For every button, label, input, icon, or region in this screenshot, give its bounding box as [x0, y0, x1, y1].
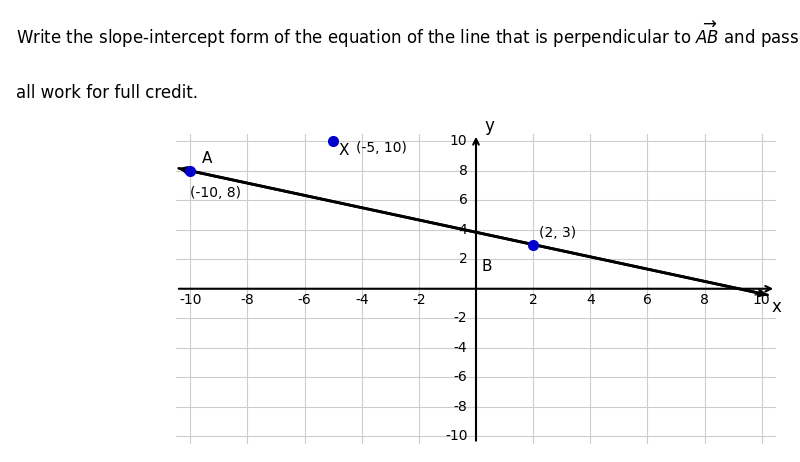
- Text: 4: 4: [586, 293, 594, 307]
- Text: -10: -10: [179, 293, 202, 307]
- Text: 6: 6: [643, 293, 652, 307]
- Text: (-5, 10): (-5, 10): [356, 141, 407, 155]
- Text: all work for full credit.: all work for full credit.: [16, 84, 198, 102]
- Text: -2: -2: [454, 311, 467, 325]
- Text: A: A: [202, 152, 212, 166]
- Text: -4: -4: [454, 340, 467, 355]
- Text: 8: 8: [458, 164, 467, 178]
- Text: 4: 4: [458, 223, 467, 237]
- Text: (2, 3): (2, 3): [539, 226, 576, 240]
- Text: -8: -8: [241, 293, 254, 307]
- Text: 2: 2: [529, 293, 538, 307]
- Text: x: x: [771, 298, 781, 316]
- Text: 8: 8: [700, 293, 709, 307]
- Text: Write the slope-intercept form of the equation of the line that is perpendicular: Write the slope-intercept form of the eq…: [16, 19, 800, 50]
- Text: y: y: [485, 117, 494, 135]
- Text: B: B: [482, 259, 492, 274]
- Text: (-10, 8): (-10, 8): [190, 186, 242, 200]
- Text: -6: -6: [298, 293, 311, 307]
- Text: 10: 10: [753, 293, 770, 307]
- Text: -4: -4: [355, 293, 369, 307]
- Text: -8: -8: [454, 400, 467, 413]
- Text: X: X: [339, 143, 350, 158]
- Text: 2: 2: [458, 252, 467, 266]
- Text: 10: 10: [450, 134, 467, 148]
- Text: 6: 6: [458, 193, 467, 207]
- Text: -10: -10: [445, 429, 467, 443]
- Text: -6: -6: [454, 370, 467, 384]
- Text: -2: -2: [412, 293, 426, 307]
